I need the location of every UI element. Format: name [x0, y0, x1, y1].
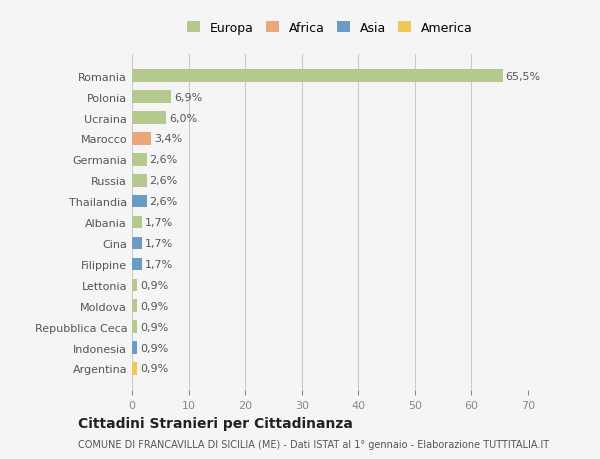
Text: 0,9%: 0,9%: [140, 364, 168, 374]
Text: 2,6%: 2,6%: [149, 197, 178, 207]
Bar: [132, 341, 137, 354]
Bar: [132, 258, 142, 271]
Text: 65,5%: 65,5%: [505, 72, 541, 82]
Bar: [132, 237, 142, 250]
Text: 0,9%: 0,9%: [140, 322, 168, 332]
Text: 2,6%: 2,6%: [149, 155, 178, 165]
Text: 3,4%: 3,4%: [154, 134, 182, 144]
Bar: [132, 300, 137, 312]
Bar: [132, 321, 137, 333]
Legend: Europa, Africa, Asia, America: Europa, Africa, Asia, America: [184, 18, 476, 38]
Text: 6,9%: 6,9%: [174, 92, 202, 102]
Bar: [132, 216, 142, 229]
Bar: [132, 112, 166, 124]
Bar: [132, 91, 171, 104]
Text: Cittadini Stranieri per Cittadinanza: Cittadini Stranieri per Cittadinanza: [78, 416, 353, 430]
Text: 2,6%: 2,6%: [149, 176, 178, 186]
Text: 1,7%: 1,7%: [145, 218, 173, 228]
Text: 1,7%: 1,7%: [145, 239, 173, 248]
Bar: [132, 174, 147, 187]
Text: 1,7%: 1,7%: [145, 259, 173, 269]
Text: 0,9%: 0,9%: [140, 280, 168, 290]
Text: 0,9%: 0,9%: [140, 343, 168, 353]
Text: 6,0%: 6,0%: [169, 113, 197, 123]
Bar: [132, 196, 147, 208]
Bar: [132, 363, 137, 375]
Bar: [132, 133, 151, 146]
Text: COMUNE DI FRANCAVILLA DI SICILIA (ME) - Dati ISTAT al 1° gennaio - Elaborazione : COMUNE DI FRANCAVILLA DI SICILIA (ME) - …: [78, 440, 549, 449]
Bar: [132, 279, 137, 291]
Text: 0,9%: 0,9%: [140, 301, 168, 311]
Bar: [132, 70, 503, 83]
Bar: [132, 154, 147, 166]
